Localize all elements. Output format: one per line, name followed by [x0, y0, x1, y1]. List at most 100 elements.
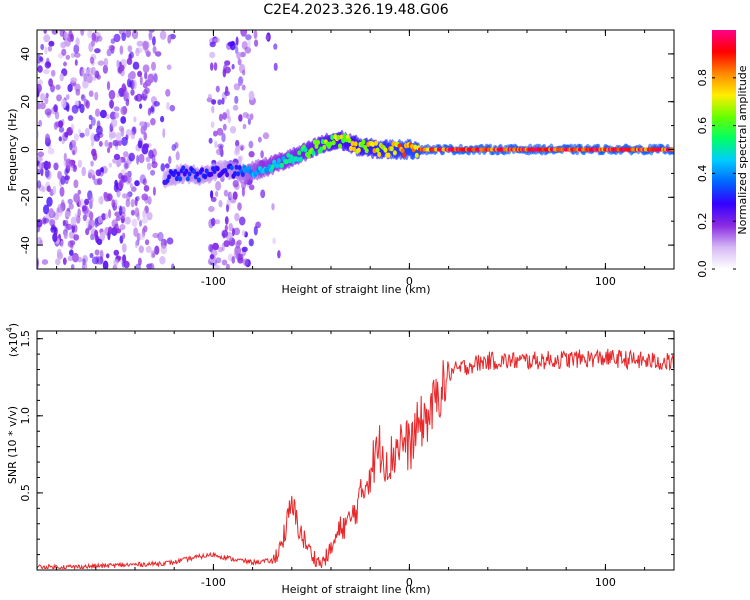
snr-panel: -100 0 100 0.5 1.0 1.5 Height of straight lin…	[5, 323, 675, 596]
heatmap-noise-cell	[88, 219, 95, 229]
heatmap-noise-cell	[229, 40, 236, 51]
heatmap-noise-cell	[144, 71, 148, 80]
heatmap-noise-cell	[273, 62, 278, 71]
snr-scale-label: (x104)	[5, 323, 20, 357]
heatmap-noise-cell	[111, 199, 116, 208]
heatmap-noise-cell	[70, 264, 75, 269]
heatmap-noise-cell	[65, 158, 72, 169]
heatmap-noise-cell	[137, 94, 141, 102]
heatmap-noise-cell	[260, 150, 264, 159]
heatmap-noise-cell	[70, 33, 74, 42]
heatmap-noise-cell	[143, 122, 151, 128]
heatmap-noise-cell	[213, 62, 218, 71]
heatmap-ridge-cell	[370, 141, 375, 147]
heatmap-noise-cell	[238, 216, 246, 226]
heatmap-noise-cell	[99, 231, 106, 242]
heatmap-noise-cell	[136, 232, 141, 242]
heatmap-ridge-cell	[280, 162, 284, 168]
heatmap-noise-cell	[109, 99, 114, 109]
heatmap-noise-cell	[43, 34, 51, 43]
heatmap-noise-cell	[209, 41, 216, 48]
heatmap-noise-cell	[142, 82, 148, 89]
heatmap-noise-cell	[153, 73, 158, 83]
heatmap-noise-cell	[125, 129, 132, 136]
heatmap-noise-cell	[260, 189, 266, 199]
heatmap-noise-cell	[148, 31, 153, 38]
heatmap-ridge-cell	[374, 140, 379, 146]
heatmap-noise-cell	[70, 243, 74, 250]
heatmap-noise-cell	[45, 133, 50, 143]
heatmap-noise-cell	[210, 121, 215, 128]
heatmap-noise-cell	[273, 43, 278, 50]
heatmap-noise-cell	[107, 147, 111, 154]
snr-frame	[36, 330, 675, 571]
heatmap-noise-cell	[221, 132, 226, 143]
heatmap-noise-cell	[210, 62, 214, 71]
heatmap-noise-cell	[50, 226, 57, 233]
y-tick-label: 1.0	[19, 407, 32, 425]
heatmap-noise-cell	[90, 66, 96, 76]
heatmap-noise-cell	[117, 140, 122, 146]
heatmap-noise-cell	[115, 228, 122, 234]
heatmap-noise-cell	[148, 262, 155, 269]
heatmap-noise-cell	[132, 126, 137, 135]
heatmap-noise-cell	[143, 225, 148, 233]
heatmap-noise-cell	[224, 216, 229, 225]
heatmap-noise-cell	[217, 246, 224, 253]
heatmap-noise-cell	[238, 114, 243, 122]
heatmap-noise-cell	[98, 216, 103, 224]
heatmap-ridge-cell	[392, 150, 397, 156]
heatmap-noise-cell	[106, 81, 111, 91]
heatmap-noise-cell	[112, 139, 120, 147]
heatmap-noise-cell	[228, 222, 233, 232]
heatmap-noise-cell	[98, 140, 103, 147]
heatmap-noise-cell	[239, 51, 246, 58]
heatmap-ridge-cell	[270, 164, 275, 170]
heatmap-ridge-cell	[413, 144, 418, 150]
heatmap-noise-cell	[108, 141, 113, 149]
heatmap-noise-cell	[255, 221, 261, 229]
heatmap-ridge-cell	[383, 147, 388, 153]
heatmap-noise-cell	[139, 174, 146, 184]
heatmap-noise-cell	[240, 30, 248, 37]
heatmap-noise-cell	[88, 90, 94, 97]
heatmap-ridge-cell	[377, 151, 382, 158]
heatmap-noise-cell	[62, 257, 67, 265]
heatmap-noise-cell	[110, 118, 118, 128]
heatmap-ridge-cell	[353, 141, 358, 147]
heatmap-noise-cell	[100, 167, 104, 173]
heatmap-noise-cell	[249, 113, 254, 120]
heatmap-noise-cell	[88, 114, 93, 120]
heatmap-noise-cell	[77, 159, 83, 168]
heatmap-noise-cell	[87, 30, 93, 39]
heatmap-noise-cell	[271, 203, 275, 211]
heatmap-noise-cell	[73, 179, 79, 189]
heatmap-noise-cell	[123, 151, 129, 158]
heatmap-noise-cell	[277, 250, 281, 259]
heatmap-ridge-cell	[229, 165, 234, 171]
heatmap-ridge-cell	[356, 147, 361, 153]
heatmap-noise-cell	[101, 213, 106, 221]
snr-ticks: -100 0 100 0.5 1.0 1.5	[19, 330, 674, 589]
heatmap-noise-cell	[236, 239, 242, 246]
heatmap-noise-cell	[248, 90, 255, 101]
heatmap-noise-cell	[217, 99, 222, 106]
heatmap-noise-cell	[241, 246, 248, 252]
heatmap-noise-cell	[265, 34, 270, 41]
heatmap-noise-cell	[69, 249, 74, 256]
heatmap-noise-cell	[159, 255, 166, 265]
heatmap-noise-cell	[85, 228, 90, 236]
heatmap-noise-cell	[241, 84, 246, 91]
heatmap-noise-cell	[96, 238, 103, 245]
heatmap-ridge-cell	[402, 152, 407, 158]
heatmap-noise-cell	[241, 230, 246, 237]
heatmap-noise-cell	[56, 206, 63, 217]
heatmap-ridge-cell	[314, 143, 319, 149]
heatmap-ridge-cell	[173, 169, 178, 175]
heatmap-noise-cell	[142, 40, 149, 51]
heatmap-noise-cell	[134, 240, 138, 249]
heatmap-noise-cell	[133, 227, 139, 237]
heatmap-noise-cell	[77, 189, 82, 195]
heatmap-noise-cell	[216, 127, 224, 136]
heatmap-noise-cell	[81, 205, 87, 212]
